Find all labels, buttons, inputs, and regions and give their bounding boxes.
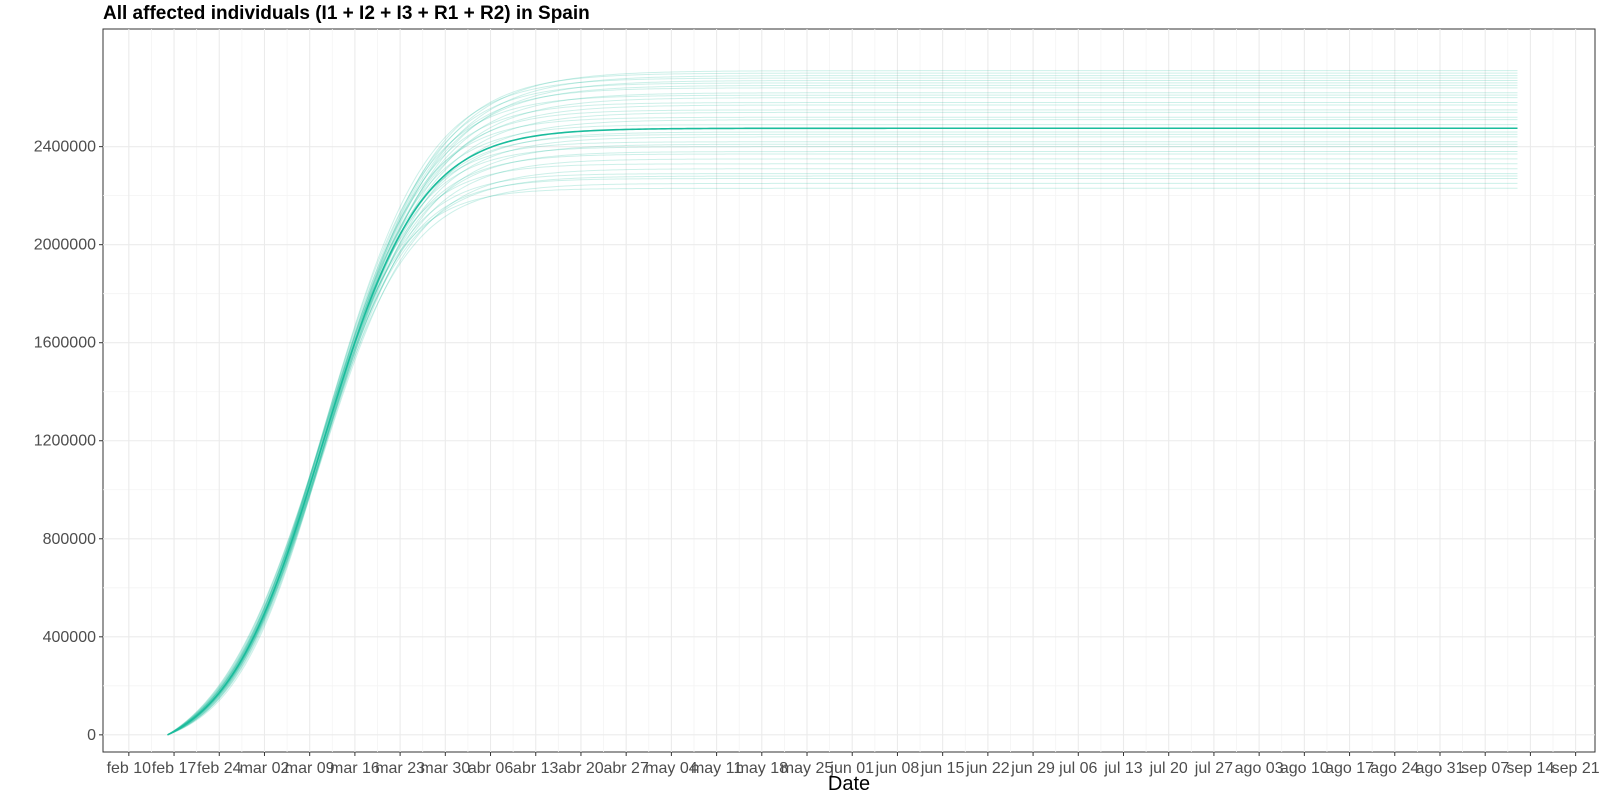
x-tick-label: jun 15 <box>920 760 965 777</box>
x-tick-label: sep 14 <box>1506 760 1554 777</box>
ensemble-series-line <box>167 151 1518 736</box>
x-tick-label: ago 10 <box>1280 760 1329 777</box>
x-tick-label: jul 06 <box>1058 760 1097 777</box>
ensemble-series-line <box>167 116 1518 736</box>
ensemble-series-line <box>167 109 1518 736</box>
ensemble-series-line <box>167 173 1518 736</box>
ensemble-series-line <box>167 163 1518 736</box>
ensemble-series-line <box>167 111 1518 736</box>
grid-minor <box>103 29 1595 752</box>
x-tick-label: abr 06 <box>468 760 513 777</box>
ensemble-series-line <box>167 124 1518 736</box>
x-tick-label: mar 09 <box>285 760 335 777</box>
ensemble-series-line <box>167 72 1518 736</box>
ensemble-series-line <box>167 143 1518 736</box>
x-tick-label: may 11 <box>691 760 742 777</box>
x-tick-label: abr 13 <box>513 760 558 777</box>
x-tick-label: may 25 <box>781 760 834 777</box>
x-tick-label: jul 20 <box>1149 760 1188 777</box>
x-tick-label: jun 01 <box>829 760 874 777</box>
y-tick-label: 400000 <box>43 629 96 646</box>
x-tick-label: ago 31 <box>1416 760 1465 777</box>
y-axis: 0 400000 800000 1200000 1600000 2000000 240000… <box>34 139 103 744</box>
x-tick-label: sep 07 <box>1461 760 1509 777</box>
ensemble-series-line <box>167 84 1518 736</box>
ensemble-series-line <box>167 87 1518 736</box>
x-tick-label: may 18 <box>736 760 789 777</box>
x-tick-label: sep 21 <box>1552 760 1600 777</box>
x-tick-label: may 04 <box>645 760 698 777</box>
y-tick-label: 1200000 <box>34 433 96 450</box>
median-series-line <box>167 127 1518 736</box>
ensemble-series-line <box>167 119 1518 736</box>
ensemble-series-line <box>167 182 1518 736</box>
x-tick-label: abr 20 <box>558 760 603 777</box>
ensemble-series-line <box>167 187 1518 736</box>
ensemble-series-line <box>167 136 1518 736</box>
ensemble-series-line <box>167 178 1518 736</box>
x-tick-label: mar 02 <box>240 760 290 777</box>
x-tick-label: mar 16 <box>330 760 380 777</box>
x-tick-label: feb 10 <box>107 760 152 777</box>
x-tick-label: jun 08 <box>875 760 920 777</box>
x-tick-label: mar 30 <box>420 760 470 777</box>
y-tick-label: 0 <box>87 727 96 744</box>
x-tick-label: ago 24 <box>1370 760 1419 777</box>
ensemble-series-line <box>167 104 1518 736</box>
x-axis-label: Date <box>828 773 870 795</box>
grid-major <box>103 29 1595 752</box>
x-tick-label: jun 29 <box>1010 760 1055 777</box>
x-tick-label: jul 27 <box>1194 760 1233 777</box>
y-tick-label: 1600000 <box>34 335 96 352</box>
ensemble-series-line <box>167 168 1518 736</box>
x-tick-label: ago 03 <box>1235 760 1284 777</box>
ensemble-series-line <box>167 97 1518 736</box>
x-tick-label: mar 23 <box>375 760 425 777</box>
ensemble-series-line <box>167 92 1518 736</box>
ensemble-series-line <box>167 153 1518 736</box>
x-tick-label: abr 27 <box>603 760 648 777</box>
y-tick-label: 2000000 <box>34 237 96 254</box>
ensemble-series-line <box>167 175 1518 736</box>
series-layer <box>167 70 1518 736</box>
y-tick-label: 2400000 <box>34 139 96 156</box>
x-tick-label: feb 17 <box>152 760 197 777</box>
ensemble-series-line <box>167 82 1518 736</box>
ensemble-series-line <box>167 158 1518 736</box>
ensemble-series-line <box>167 141 1518 736</box>
plot-panel <box>102 28 1596 753</box>
x-tick-label: jun 22 <box>965 760 1010 777</box>
ensemble-series-line <box>167 102 1518 736</box>
ensemble-series-line <box>167 94 1518 736</box>
ensemble-series-line <box>167 77 1518 736</box>
ensemble-series-line <box>167 131 1518 736</box>
x-tick-label: feb 24 <box>197 760 242 777</box>
y-tick-label: 800000 <box>43 531 96 548</box>
x-tick-label: ago 17 <box>1325 760 1374 777</box>
ensemble-series-line <box>167 75 1518 736</box>
chart-title: All affected individuals (I1 + I2 + I3 +… <box>103 3 590 24</box>
x-tick-label: jul 13 <box>1103 760 1142 777</box>
ensemble-series-line <box>167 70 1518 736</box>
